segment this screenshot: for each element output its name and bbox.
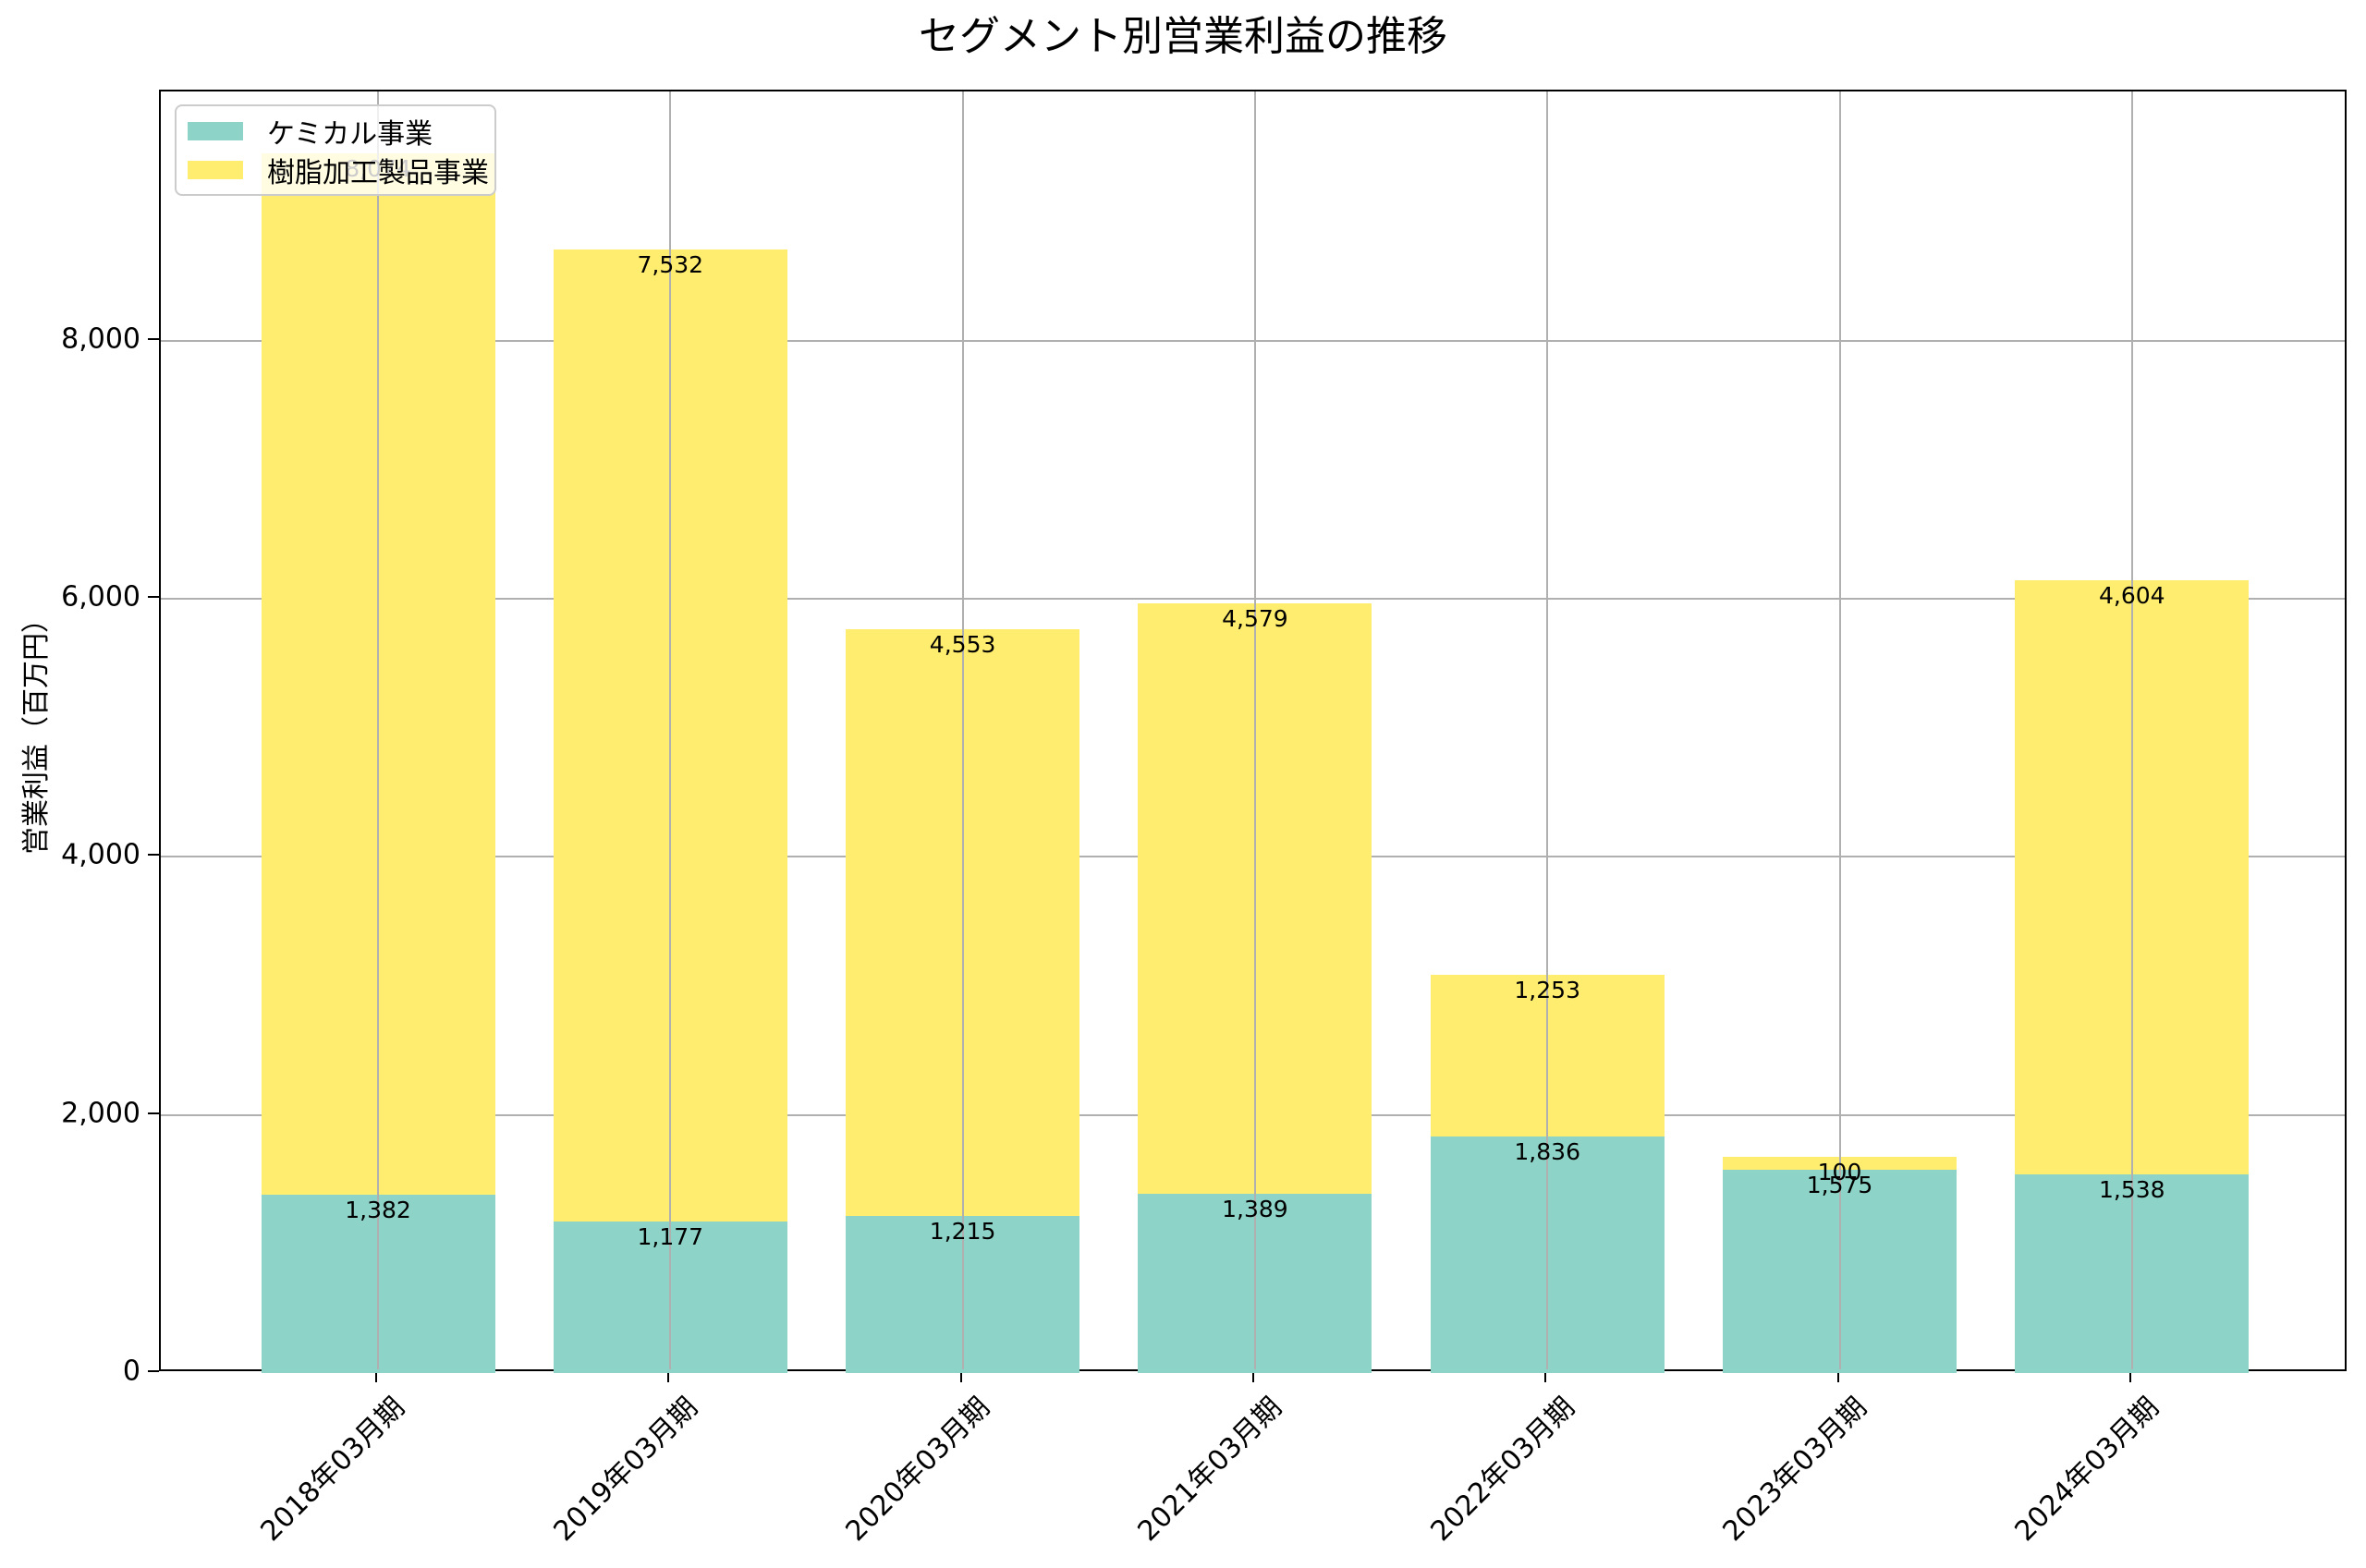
plot-area: 1,3828,0741,1777,5321,2154,5531,3894,579… xyxy=(159,90,2347,1373)
gridline-horizontal xyxy=(161,598,2345,601)
x-tick-mark xyxy=(1544,1371,1547,1382)
bar-value-label: 4,553 xyxy=(929,630,996,658)
y-tick-label: 6,000 xyxy=(61,580,140,614)
chart-title: セグメント別営業利益の推移 xyxy=(919,13,1447,60)
x-tick-mark xyxy=(667,1371,670,1382)
x-tick-label: 2018年03月期 xyxy=(255,1391,412,1549)
y-tick-mark xyxy=(148,337,159,340)
bar-value-label: 4,604 xyxy=(2099,582,2165,610)
x-tick-mark xyxy=(1251,1371,1254,1382)
y-tick-mark xyxy=(148,1112,159,1114)
bar-value-label: 1,836 xyxy=(1514,1137,1580,1165)
legend-swatch-resin xyxy=(188,161,243,179)
bar-value-label: 4,579 xyxy=(1222,604,1288,632)
gridline-vertical xyxy=(669,91,672,1369)
gridline-vertical xyxy=(1253,91,1256,1369)
gridline-horizontal xyxy=(161,339,2345,342)
legend-swatch-chemical xyxy=(188,122,243,140)
x-tick-label: 2019年03月期 xyxy=(547,1391,704,1549)
gridline-vertical xyxy=(961,91,964,1369)
bar-value-label: 1,575 xyxy=(1806,1172,1873,1199)
y-tick-mark xyxy=(148,596,159,599)
bar-value-label: 7,532 xyxy=(637,250,704,278)
bar-value-label: 1,177 xyxy=(637,1222,704,1250)
legend-label-chemical: ケミカル事業 xyxy=(267,118,433,151)
legend: ケミカル事業 樹脂加工製品事業 xyxy=(175,104,496,196)
bar-value-label: 1,538 xyxy=(2099,1176,2165,1204)
x-tick-label: 2024年03月期 xyxy=(2008,1391,2166,1549)
legend-item-resin: 樹脂加工製品事業 xyxy=(188,154,489,189)
y-tick-label: 0 xyxy=(122,1355,140,1388)
y-tick-mark xyxy=(148,854,159,857)
gridline-vertical xyxy=(2130,91,2133,1369)
x-tick-mark xyxy=(1836,1371,1839,1382)
y-tick-label: 8,000 xyxy=(61,322,140,356)
y-axis-label: 営業利益（百万円） xyxy=(20,605,53,855)
bar-value-label: 1,215 xyxy=(929,1218,996,1246)
gridline-vertical xyxy=(1838,91,1841,1369)
x-tick-label: 2022年03月期 xyxy=(1424,1391,1581,1549)
x-tick-mark xyxy=(2128,1371,2131,1382)
bar-value-label: 1,389 xyxy=(1222,1196,1288,1223)
x-tick-mark xyxy=(959,1371,962,1382)
y-tick-label: 4,000 xyxy=(61,838,140,871)
legend-item-chemical: ケミカル事業 xyxy=(188,115,433,151)
y-tick-mark xyxy=(148,1370,159,1372)
gridline-vertical xyxy=(1546,91,1549,1369)
x-tick-mark xyxy=(375,1371,377,1382)
x-tick-label: 2020年03月期 xyxy=(839,1391,996,1549)
bar-value-label: 1,253 xyxy=(1514,976,1580,1003)
bars-container: 1,3828,0741,1777,5321,2154,5531,3894,579… xyxy=(161,91,2345,1373)
bar-value-label: 100 xyxy=(1817,1159,1862,1186)
x-tick-label: 2023年03月期 xyxy=(1716,1391,1873,1549)
gridline-vertical xyxy=(377,91,379,1369)
bar-value-label: 1,382 xyxy=(345,1197,411,1224)
x-tick-label: 2021年03月期 xyxy=(1131,1391,1289,1549)
y-tick-label: 2,000 xyxy=(61,1097,140,1130)
legend-label-resin: 樹脂加工製品事業 xyxy=(267,157,489,189)
